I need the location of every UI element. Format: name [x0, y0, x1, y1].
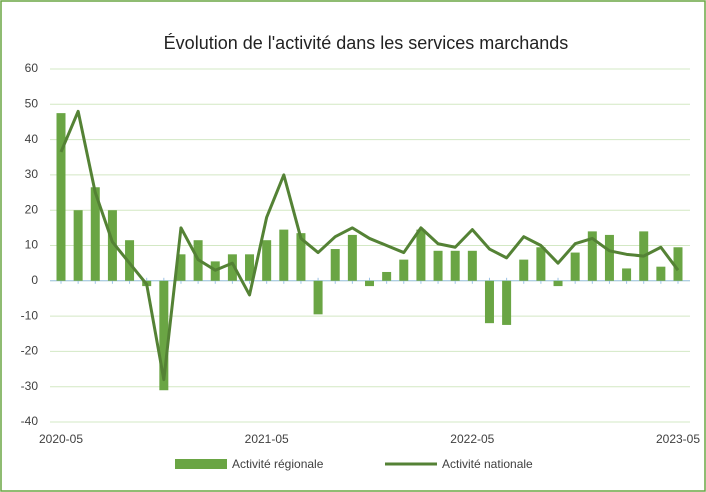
bar [245, 254, 255, 281]
bar [313, 280, 323, 315]
bar [347, 234, 357, 281]
y-tick-label: -20 [21, 344, 39, 358]
bar [90, 187, 100, 281]
x-tick-label: 2020-05 [39, 432, 83, 446]
bar [536, 247, 546, 281]
bar [159, 280, 169, 391]
bar [262, 240, 272, 281]
y-tick-label: 50 [25, 96, 39, 110]
legend-label: Activité régionale [232, 457, 324, 471]
bar [125, 240, 135, 281]
y-tick-label: 0 [31, 273, 38, 287]
bar [519, 259, 529, 281]
bar [553, 280, 563, 287]
y-tick-label: -40 [21, 414, 39, 428]
bar [467, 250, 477, 281]
y-tick-label: 20 [25, 202, 39, 216]
bar [279, 229, 289, 281]
bar [107, 210, 117, 281]
bar [330, 249, 340, 281]
y-tick-label: 40 [25, 132, 39, 146]
legend-label: Activité nationale [442, 457, 533, 471]
x-tick-label: 2023-05 [656, 432, 700, 446]
y-tick-label: 10 [25, 238, 39, 252]
legend-swatch [175, 459, 227, 469]
y-tick-label: -10 [21, 308, 39, 322]
bar [604, 234, 614, 281]
bar [484, 280, 494, 324]
bar [450, 250, 460, 281]
y-tick-label: -30 [21, 379, 39, 393]
bar [673, 247, 683, 281]
bar [365, 280, 374, 287]
bar [296, 233, 306, 281]
y-tick-label: 60 [25, 61, 39, 75]
bar [176, 254, 186, 281]
bar [73, 210, 83, 281]
y-tick-label: 30 [25, 167, 39, 181]
x-tick-label: 2021-05 [245, 432, 289, 446]
bar [433, 250, 443, 281]
bar [656, 266, 666, 281]
bar [56, 113, 66, 281]
chart-title: Évolution de l'activité dans les service… [164, 33, 569, 53]
bar [587, 231, 597, 281]
bar [416, 229, 426, 281]
bar [502, 280, 512, 325]
bar [622, 268, 632, 281]
bar [227, 254, 237, 281]
bar [570, 252, 580, 281]
line [59, 109, 680, 382]
bar [399, 259, 409, 281]
x-tick-label: 2022-05 [450, 432, 494, 446]
bar [382, 271, 392, 281]
